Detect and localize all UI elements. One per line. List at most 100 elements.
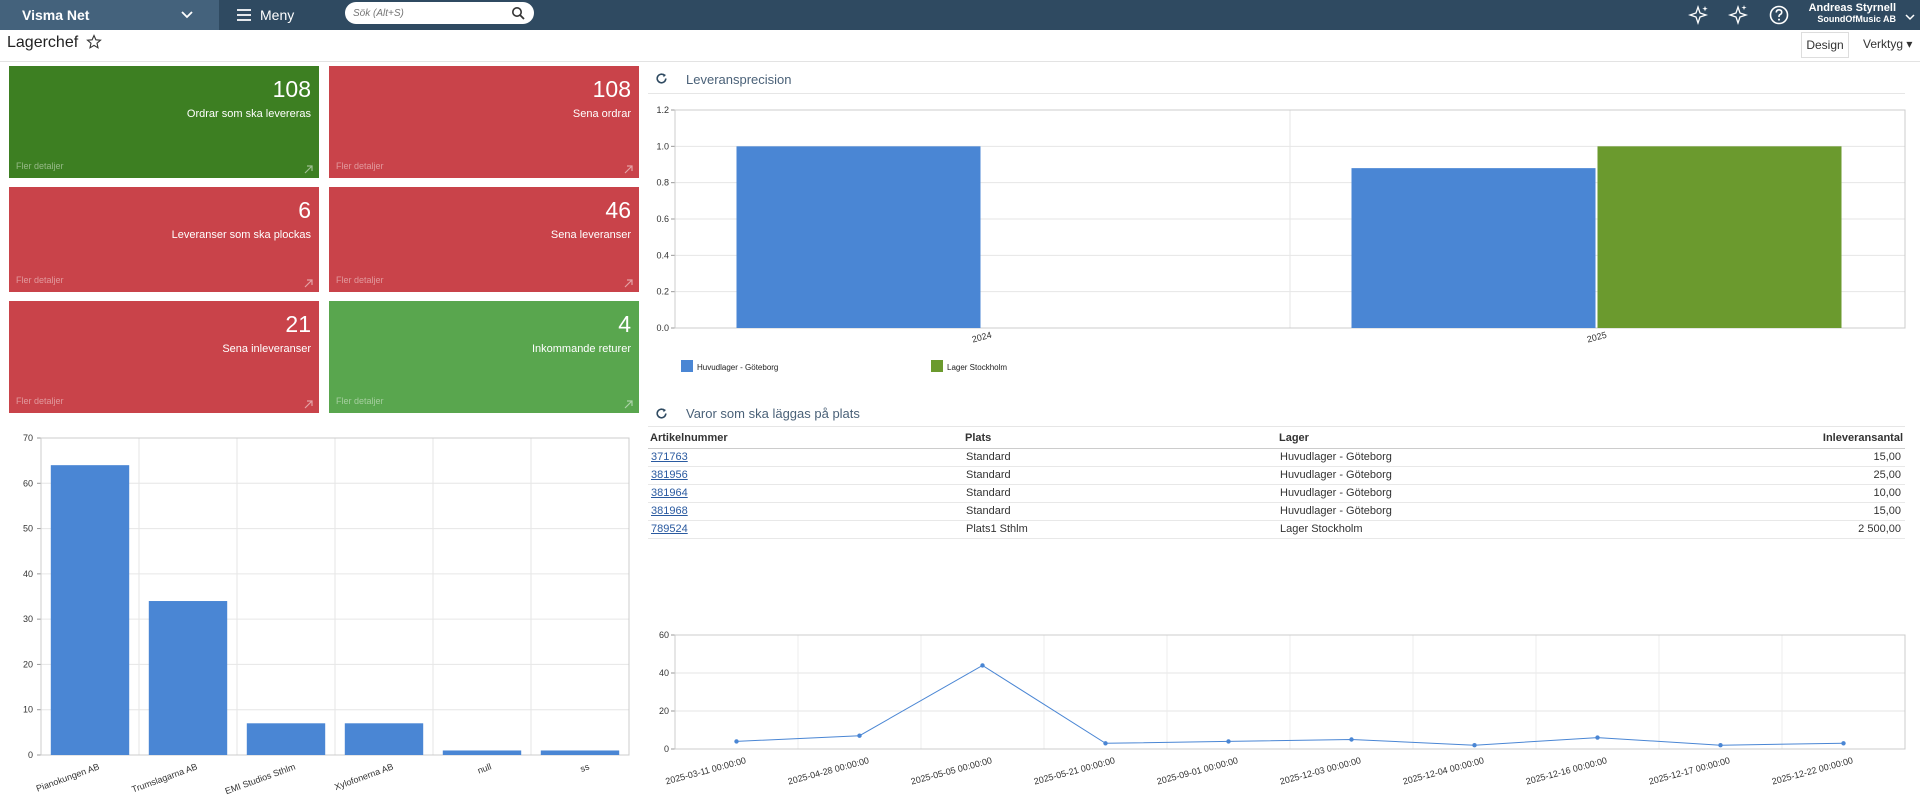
delivery-precision-chart: 0.0 0.2 0.4 0.6 0.8 1.0 1.2 2024 2025 Huvudlager …	[656, 105, 1906, 372]
column-header-article[interactable]: Artikelnummer	[648, 428, 963, 449]
table-row: 381964 Standard Huvudlager - Göteborg 10,00	[648, 484, 1905, 503]
kpi-tile-orders-to-deliver[interactable]: 108 Ordrar som ska levereras Fler detalj…	[9, 66, 319, 178]
x-tick-label: ss	[579, 761, 591, 774]
x-tick-label: 2025-12-16 00:00:00	[1525, 755, 1608, 786]
article-link[interactable]: 381956	[651, 469, 688, 481]
bar	[246, 723, 326, 755]
kpi-value: 108	[592, 76, 631, 102]
plot-border	[674, 634, 1906, 750]
kpi-value: 108	[272, 76, 311, 102]
x-tick-label: null	[476, 761, 493, 775]
x-tick-label: 2025-05-21 00:00:00	[1033, 755, 1116, 786]
kpi-tile-incoming-returns[interactable]: 4 Inkommande returer Fler detaljer	[329, 301, 639, 413]
bar	[1597, 146, 1842, 328]
kpi-value: 4	[618, 311, 631, 337]
table-row: 381956 Standard Huvudlager - Göteborg 25,00	[648, 466, 1905, 485]
x-tick-label: 2025-05-05 00:00:00	[910, 755, 993, 786]
table-row: 371763 Standard Huvudlager - Göteborg 15,00	[648, 448, 1905, 467]
kpi-label: Sena leveranser	[550, 229, 631, 241]
x-tick-label: Pianokungen AB	[35, 761, 101, 793]
more-details-link[interactable]: Fler detaljer	[336, 396, 384, 406]
legend-label: Huvudlager - Göteborg	[697, 363, 778, 372]
chevron-down-icon[interactable]	[1905, 9, 1915, 27]
y-tick-label: 60	[659, 630, 669, 640]
legend-swatch	[681, 360, 693, 372]
bar	[540, 750, 620, 755]
bar	[344, 723, 424, 755]
divider	[648, 426, 1905, 427]
more-details-link[interactable]: Fler detaljer	[336, 161, 384, 171]
y-tick-label: 0	[28, 750, 33, 760]
y-tick-label: 1.2	[656, 105, 669, 115]
article-link[interactable]: 789524	[651, 523, 688, 535]
data-point	[1595, 735, 1600, 740]
location-cell: Plats1 Sthlm	[963, 520, 1277, 539]
search-box[interactable]	[345, 2, 534, 24]
x-tick-label: Xylofonerna AB	[333, 761, 395, 792]
kpi-value: 6	[298, 197, 311, 223]
data-point	[857, 733, 862, 738]
arrow-right-icon	[623, 276, 634, 294]
refresh-icon[interactable]	[655, 72, 668, 90]
kpi-tile-late-orders[interactable]: 108 Sena ordrar Fler detaljer	[329, 66, 639, 178]
arrow-right-icon	[303, 397, 314, 415]
ai-assistant-icon[interactable]	[1727, 4, 1749, 31]
y-tick-label: 20	[23, 659, 33, 669]
x-tick-label: 2025-03-11 00:00:00	[664, 755, 747, 786]
x-tick-label: 2025-12-03 00:00:00	[1279, 755, 1362, 786]
search-icon[interactable]	[511, 6, 525, 25]
tools-label: Verktyg	[1863, 37, 1904, 51]
widget-title-precision: Leveransprecision	[686, 72, 792, 87]
data-point	[1841, 741, 1846, 746]
bar	[442, 750, 522, 755]
tools-menu-button[interactable]: Verktyg ▾	[1863, 37, 1912, 51]
user-company: SoundOfMusic AB	[1817, 14, 1896, 24]
kpi-label: Ordrar som ska levereras	[186, 108, 311, 120]
plot-border	[674, 109, 1906, 329]
favorite-star-icon[interactable]	[86, 34, 102, 55]
more-details-link[interactable]: Fler detaljer	[16, 275, 64, 285]
table-row: 789524 Plats1 Sthlm Lager Stockholm 2 500,0…	[648, 520, 1905, 539]
table-row: 381968 Standard Huvudlager - Göteborg 15,00	[648, 502, 1905, 521]
bar	[736, 146, 981, 328]
design-button[interactable]: Design	[1801, 32, 1849, 58]
bar	[50, 465, 130, 755]
column-header-warehouse[interactable]: Lager	[1277, 428, 1591, 449]
kpi-tile-late-deliveries[interactable]: 46 Sena leveranser Fler detaljer	[329, 187, 639, 292]
y-tick-label: 70	[23, 433, 33, 443]
y-tick-label: 0	[664, 744, 669, 754]
article-link[interactable]: 381964	[651, 487, 688, 499]
kpi-tile-late-receipts[interactable]: 21 Sena inleveranser Fler detaljer	[9, 301, 319, 413]
x-tick-label: 2025-12-17 00:00:00	[1648, 755, 1731, 786]
data-point	[1349, 737, 1354, 742]
widget-title-putaway: Varor som ska läggas på plats	[686, 406, 860, 421]
caret-down-icon: ▾	[1906, 37, 1913, 51]
refresh-icon[interactable]	[655, 407, 668, 425]
column-header-location[interactable]: Plats	[963, 428, 1277, 449]
more-details-link[interactable]: Fler detaljer	[16, 161, 64, 171]
article-link[interactable]: 371763	[651, 451, 688, 463]
menu-label: Meny	[260, 7, 295, 23]
article-link[interactable]: 381968	[651, 505, 688, 517]
location-cell: Standard	[963, 466, 1277, 485]
y-tick-label: 0.0	[656, 323, 669, 333]
data-point	[1472, 743, 1477, 748]
y-tick-label: 50	[23, 524, 33, 534]
x-tick-label: 2025-04-28 00:00:00	[787, 755, 870, 786]
search-input[interactable]	[353, 5, 503, 21]
more-details-link[interactable]: Fler detaljer	[16, 396, 64, 406]
y-tick-label: 40	[23, 569, 33, 579]
location-cell: Standard	[963, 484, 1277, 503]
kpi-tile-deliveries-to-pick[interactable]: 6 Leveranser som ska plockas Fler detalj…	[9, 187, 319, 292]
quantity-cell: 2 500,00	[1591, 520, 1905, 539]
quantity-cell: 10,00	[1591, 484, 1905, 503]
user-menu[interactable]: Andreas Styrnell SoundOfMusic AB	[1800, 2, 1896, 24]
sparkle-icon[interactable]	[1687, 4, 1710, 31]
column-header-quantity[interactable]: Inleveransantal	[1591, 428, 1905, 449]
table-header-row: Artikelnummer Plats Lager Inleveransanta…	[648, 428, 1905, 449]
help-icon[interactable]	[1768, 4, 1790, 31]
kpi-value: 21	[285, 311, 311, 337]
quantity-cell: 15,00	[1591, 448, 1905, 467]
company-selector[interactable]: Visma Net	[0, 0, 219, 30]
more-details-link[interactable]: Fler detaljer	[336, 275, 384, 285]
